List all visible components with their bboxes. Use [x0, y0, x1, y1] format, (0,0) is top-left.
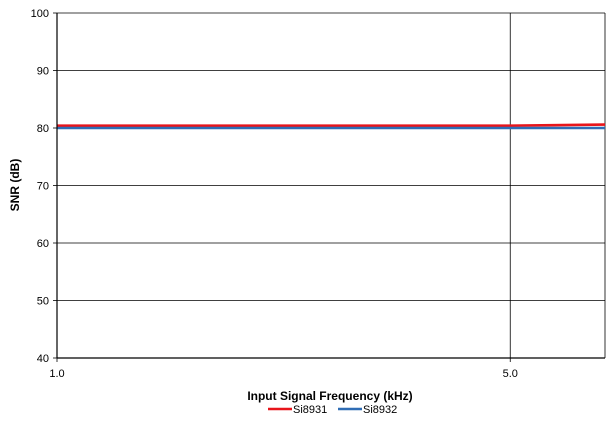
y-tick-label: 60: [37, 238, 49, 250]
x-axis-title: Input Signal Frequency (kHz): [247, 389, 412, 403]
legend: Si8931 Si8932: [268, 404, 397, 416]
legend-label-si8932: Si8932: [363, 404, 397, 416]
series-layer: [57, 123, 606, 130]
y-tick-label: 90: [37, 66, 49, 78]
grid-layer: [56, 12, 606, 359]
y-tick-label: 100: [31, 8, 49, 20]
legend-label-si8931: Si8931: [293, 404, 327, 416]
tick-labels-layer: 40 50 60 70 80 90 100 1.0 5.0: [31, 8, 518, 380]
y-tick-label: 50: [37, 296, 49, 308]
axes-layer: [53, 12, 605, 362]
y-tick-label: 40: [37, 353, 49, 365]
y-axis-title: SNR (dB): [8, 159, 22, 212]
series-line-si8931: [57, 123, 606, 127]
x-tick-label: 5.0: [503, 368, 518, 380]
x-tick-label: 1.0: [49, 368, 64, 380]
y-tick-label: 80: [37, 123, 49, 135]
y-tick-label: 70: [37, 181, 49, 193]
